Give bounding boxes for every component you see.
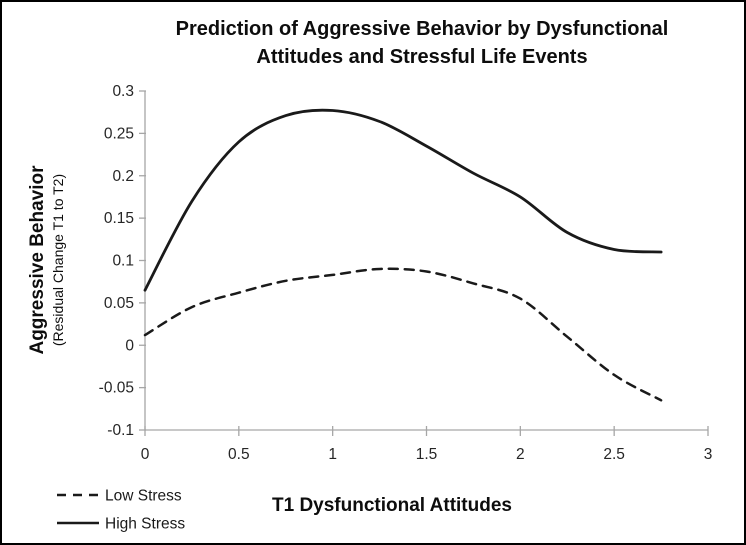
y-tick-label: -0.1	[107, 422, 134, 439]
x-axis-title: T1 Dysfunctional Attitudes	[272, 495, 512, 516]
chart-title-line2: Attitudes and Stressful Life Events	[256, 46, 588, 68]
x-tick-label: 3	[704, 446, 713, 463]
x-tick-label: 0.5	[228, 446, 250, 463]
chart-title-line1: Prediction of Aggressive Behavior by Dys…	[175, 18, 669, 40]
y-tick-label: 0.1	[112, 253, 134, 270]
x-tick-label: 2.5	[603, 446, 625, 463]
y-tick-label: 0	[125, 337, 134, 354]
y-tick-label: 0.3	[112, 83, 134, 100]
high-stress-curve	[143, 108, 663, 292]
legend-label-low-stress: Low Stress	[105, 488, 182, 505]
chart-title: Prediction of Aggressive Behavior by Dys…	[97, 15, 744, 71]
y-tick-label: 0.05	[104, 295, 134, 312]
y-tick-label: 0.15	[104, 210, 134, 227]
x-tick-label: 1.5	[416, 446, 438, 463]
x-tick-label: 2	[516, 446, 525, 463]
y-tick-label: 0.25	[104, 125, 134, 142]
y-tick-label: -0.05	[99, 380, 134, 397]
legend-label-high-stress: High Stress	[105, 516, 185, 533]
x-tick-label: 1	[328, 446, 337, 463]
x-tick-label: 0	[141, 446, 150, 463]
low-stress-curve	[143, 267, 663, 402]
y-tick-label: 0.2	[112, 168, 134, 185]
